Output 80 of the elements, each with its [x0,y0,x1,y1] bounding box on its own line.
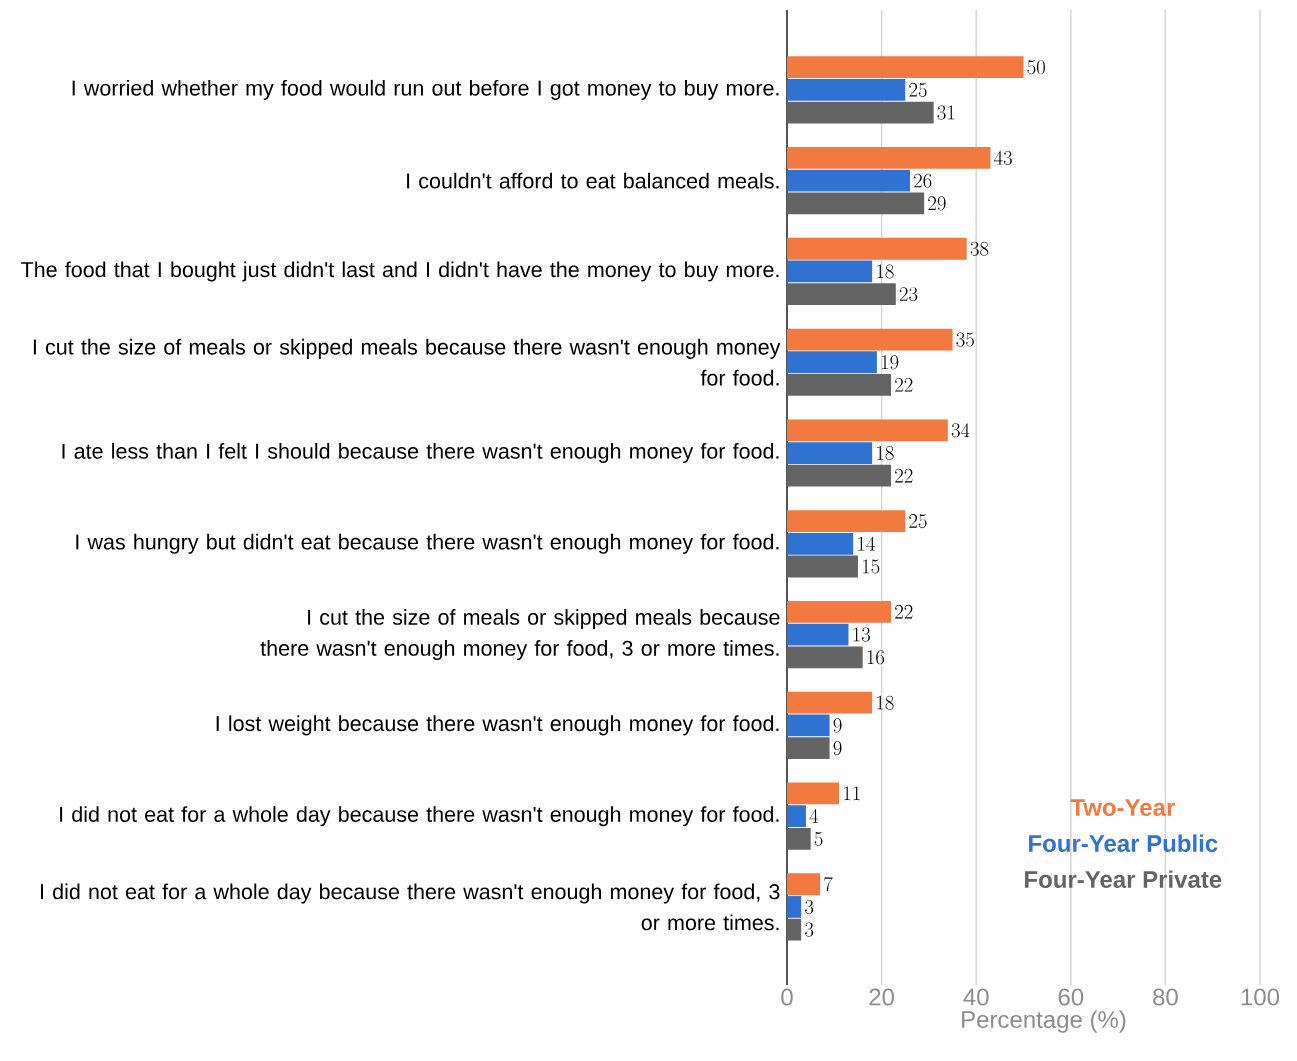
y-tick-label: I couldn't afford to eat balanced meals. [407,172,779,189]
data-label: 16 [867,650,885,665]
y-tick-label: I did not eat for a whole day because there wasn't enough money for food, 3 or more times. [41,883,780,931]
data-label: 18 [877,446,894,461]
data-label: 35 [956,332,974,347]
bar [787,101,934,124]
x-tick-label: 100 [1241,988,1280,1006]
bar [787,918,802,941]
bar [787,532,854,555]
data-label: 23 [899,287,918,302]
data-label: 7 [824,876,833,892]
x-tick-label: 20 [869,988,894,1006]
bar [787,169,910,192]
data-label: 22 [895,604,913,619]
data-label: 3 [805,899,814,914]
data-label: 22 [895,377,913,392]
y-tick-label: I cut the size of meals or skipped meals because there wasn't enough money for food. [33,338,781,386]
data-label: 25 [909,514,927,529]
bar [787,237,967,260]
bar [787,510,906,533]
bar [787,555,858,578]
y-tick-label: I lost weight because there wasn't enough money for food. [216,715,779,736]
y-tick-label: I cut the size of meals or skipped meals because there wasn't enough money for food, 3 or more times. [260,609,780,661]
data-label: 29 [928,196,946,211]
data-label: 14 [858,536,875,551]
bar [787,192,925,215]
bar [787,623,849,646]
bar [787,691,873,714]
data-label: 5 [814,831,823,846]
bar [787,646,863,669]
x-tick-label: 60 [1058,988,1084,1006]
y-tick-label: The food that I bought just didn't last and I didn't have the money to buy more. [21,261,779,282]
bar [787,782,840,805]
bar [787,827,811,850]
x-tick-label: 0 [781,988,793,1006]
data-label: 13 [853,627,870,642]
bar [787,374,892,396]
bar [787,328,953,351]
text: Four-Year Public [1029,834,1218,853]
data-label: 9 [833,718,842,733]
data-label: 4 [809,808,819,823]
bar [787,442,873,464]
data-label: 22 [895,468,913,483]
y-tick-label: I did not eat for a whole day because there wasn't enough money for food. [60,806,779,827]
bar [787,79,906,101]
data-label: 18 [877,695,894,710]
bar [787,351,877,374]
data-label: 15 [862,559,880,574]
data-label: 38 [970,241,989,256]
data-label: 31 [937,105,955,120]
text: Two-Year [1070,799,1175,817]
x-tick-label: 80 [1153,988,1178,1006]
bar [787,419,948,442]
bar [787,56,1024,79]
bar [787,873,821,896]
data-label: 50 [1027,60,1045,75]
data-label: 11 [844,786,860,801]
bar [787,464,892,487]
y-tick-label: I ate less than I felt I should because there wasn't enough money for food. [62,443,779,464]
x-axis-title: Percentage (%) [962,1010,1126,1033]
bar [787,147,991,169]
bar [787,714,830,737]
bar [787,737,830,759]
bar [787,601,892,623]
data-label: 25 [909,82,927,97]
data-label: 26 [914,173,932,188]
data-label: 18 [877,264,894,279]
data-label: 9 [833,741,842,756]
data-label: 34 [951,423,970,438]
bar [787,805,806,828]
x-tick-label: 40 [963,988,989,1006]
data-label: 3 [805,922,814,937]
y-tick-label: I was hungry but didn't eat because there wasn't enough money for food. [76,533,779,554]
bar [787,896,802,918]
text: Four-Year Private [1025,870,1222,889]
bar [787,260,873,283]
data-label: 43 [994,150,1012,165]
data-label: 19 [881,355,899,370]
bar [787,283,896,306]
y-tick-label: I worried whether my food would run out before I got money to buy more. [72,79,779,100]
